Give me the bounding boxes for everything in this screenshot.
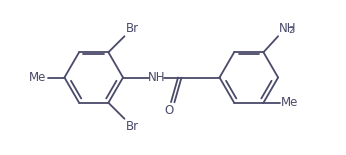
Text: Me: Me (29, 71, 47, 84)
Text: Me: Me (281, 96, 299, 109)
Text: Br: Br (126, 120, 139, 133)
Text: O: O (165, 104, 174, 117)
Text: NH: NH (279, 22, 296, 35)
Text: NH: NH (148, 71, 165, 84)
Text: 2: 2 (289, 27, 294, 35)
Text: Br: Br (126, 22, 139, 35)
